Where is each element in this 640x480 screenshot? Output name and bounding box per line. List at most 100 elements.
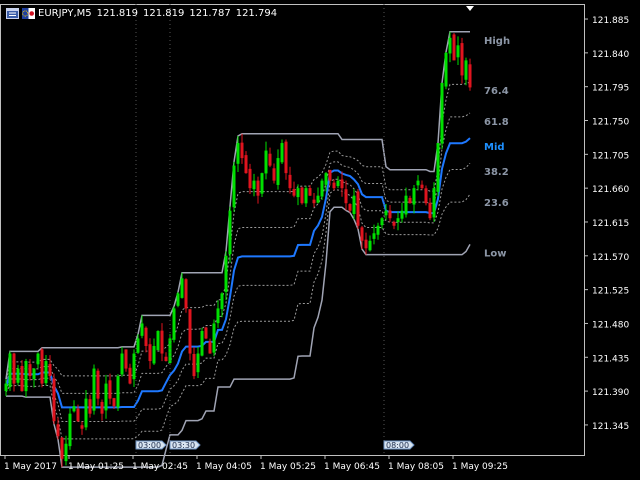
candle-body <box>300 187 304 204</box>
candle-body <box>216 308 220 324</box>
candle-body <box>320 180 324 197</box>
level-label-mid: Mid <box>484 142 505 153</box>
candle-body <box>384 210 388 216</box>
candle <box>208 338 212 354</box>
candle-body <box>364 239 368 249</box>
price-tick-label: 121.705 <box>592 151 629 161</box>
candle-body <box>32 368 36 379</box>
candle-body <box>356 191 360 226</box>
candle-body <box>228 210 232 255</box>
candle-body <box>268 153 272 166</box>
candle-body <box>388 210 392 219</box>
price-tick-label: 121.615 <box>592 219 629 229</box>
price-tick-label: 121.570 <box>592 253 629 263</box>
candle <box>124 349 128 372</box>
candle-body <box>48 364 52 377</box>
candle <box>260 172 264 198</box>
candle <box>468 58 472 91</box>
candle <box>172 306 176 343</box>
candle-body <box>360 227 364 241</box>
candle-body <box>132 353 136 380</box>
time-tick-label: 1 May 05:25 <box>260 462 316 472</box>
candle-body <box>140 323 144 336</box>
candle <box>268 147 272 168</box>
candle-body <box>156 330 160 351</box>
candle-body <box>452 34 456 61</box>
candle-body <box>456 45 460 58</box>
candle <box>104 374 108 419</box>
candle <box>28 359 32 381</box>
fib-line-61-8 <box>5 112 471 394</box>
candle <box>320 178 324 201</box>
candle <box>196 347 200 378</box>
candle-body <box>72 406 76 412</box>
candle <box>264 141 268 180</box>
candle-body <box>264 150 268 174</box>
candle <box>316 187 320 204</box>
candle <box>100 399 104 421</box>
candle-body <box>168 338 172 364</box>
price-tick-label: 121.480 <box>592 320 629 330</box>
candle-body <box>256 180 260 196</box>
candle-body <box>344 189 348 204</box>
candle <box>248 163 252 195</box>
candle <box>96 368 100 406</box>
candle <box>92 364 96 415</box>
candle-body <box>84 398 88 428</box>
candle-body <box>444 52 448 87</box>
candle-body <box>4 383 8 392</box>
candle-body <box>92 368 96 411</box>
price-tick-label: 121.750 <box>592 118 629 128</box>
low-line <box>6 206 471 468</box>
candle <box>328 169 332 186</box>
candle-body <box>124 349 128 369</box>
candle <box>344 180 348 211</box>
candle <box>436 143 440 197</box>
candle-body <box>368 240 372 251</box>
candle-body <box>192 353 196 377</box>
candle-body <box>408 197 412 204</box>
candle <box>88 394 92 418</box>
price-tick-label: 121.885 <box>592 16 629 26</box>
candle-body <box>20 366 24 392</box>
candle-body <box>404 195 408 215</box>
candle <box>188 309 192 361</box>
candle <box>8 351 12 392</box>
candle <box>156 330 160 351</box>
candle-body <box>436 143 440 192</box>
candle-body <box>220 293 224 310</box>
candle-body <box>276 158 280 185</box>
candle-body <box>412 188 416 205</box>
time-tick-label: 1 May 2017 <box>4 462 57 472</box>
candle <box>296 184 300 206</box>
candle-body <box>308 188 312 196</box>
candle-body <box>160 330 164 354</box>
candle-body <box>136 338 140 353</box>
candle <box>184 278 188 313</box>
time-tick-label: 1 May 09:25 <box>452 462 508 472</box>
candle-body <box>416 180 420 186</box>
candle-body <box>16 368 20 383</box>
candle <box>120 346 124 377</box>
candle <box>352 189 356 220</box>
time-tick-label: 1 May 04:05 <box>196 462 252 472</box>
candle-body <box>260 173 264 194</box>
candle-body <box>36 353 40 365</box>
candle <box>364 232 368 255</box>
candle <box>64 435 68 466</box>
candle-body <box>348 203 352 211</box>
candle <box>256 176 260 204</box>
candle <box>176 292 180 308</box>
candle-body <box>88 399 92 414</box>
candle <box>144 326 148 353</box>
candle <box>360 225 364 250</box>
chart-window-icon[interactable] <box>6 7 19 19</box>
candle <box>464 57 468 86</box>
candle-body <box>232 165 236 208</box>
candle <box>160 323 164 362</box>
candle <box>192 347 196 380</box>
price-tick-label: 121.795 <box>592 84 629 94</box>
candle-body <box>224 255 228 292</box>
